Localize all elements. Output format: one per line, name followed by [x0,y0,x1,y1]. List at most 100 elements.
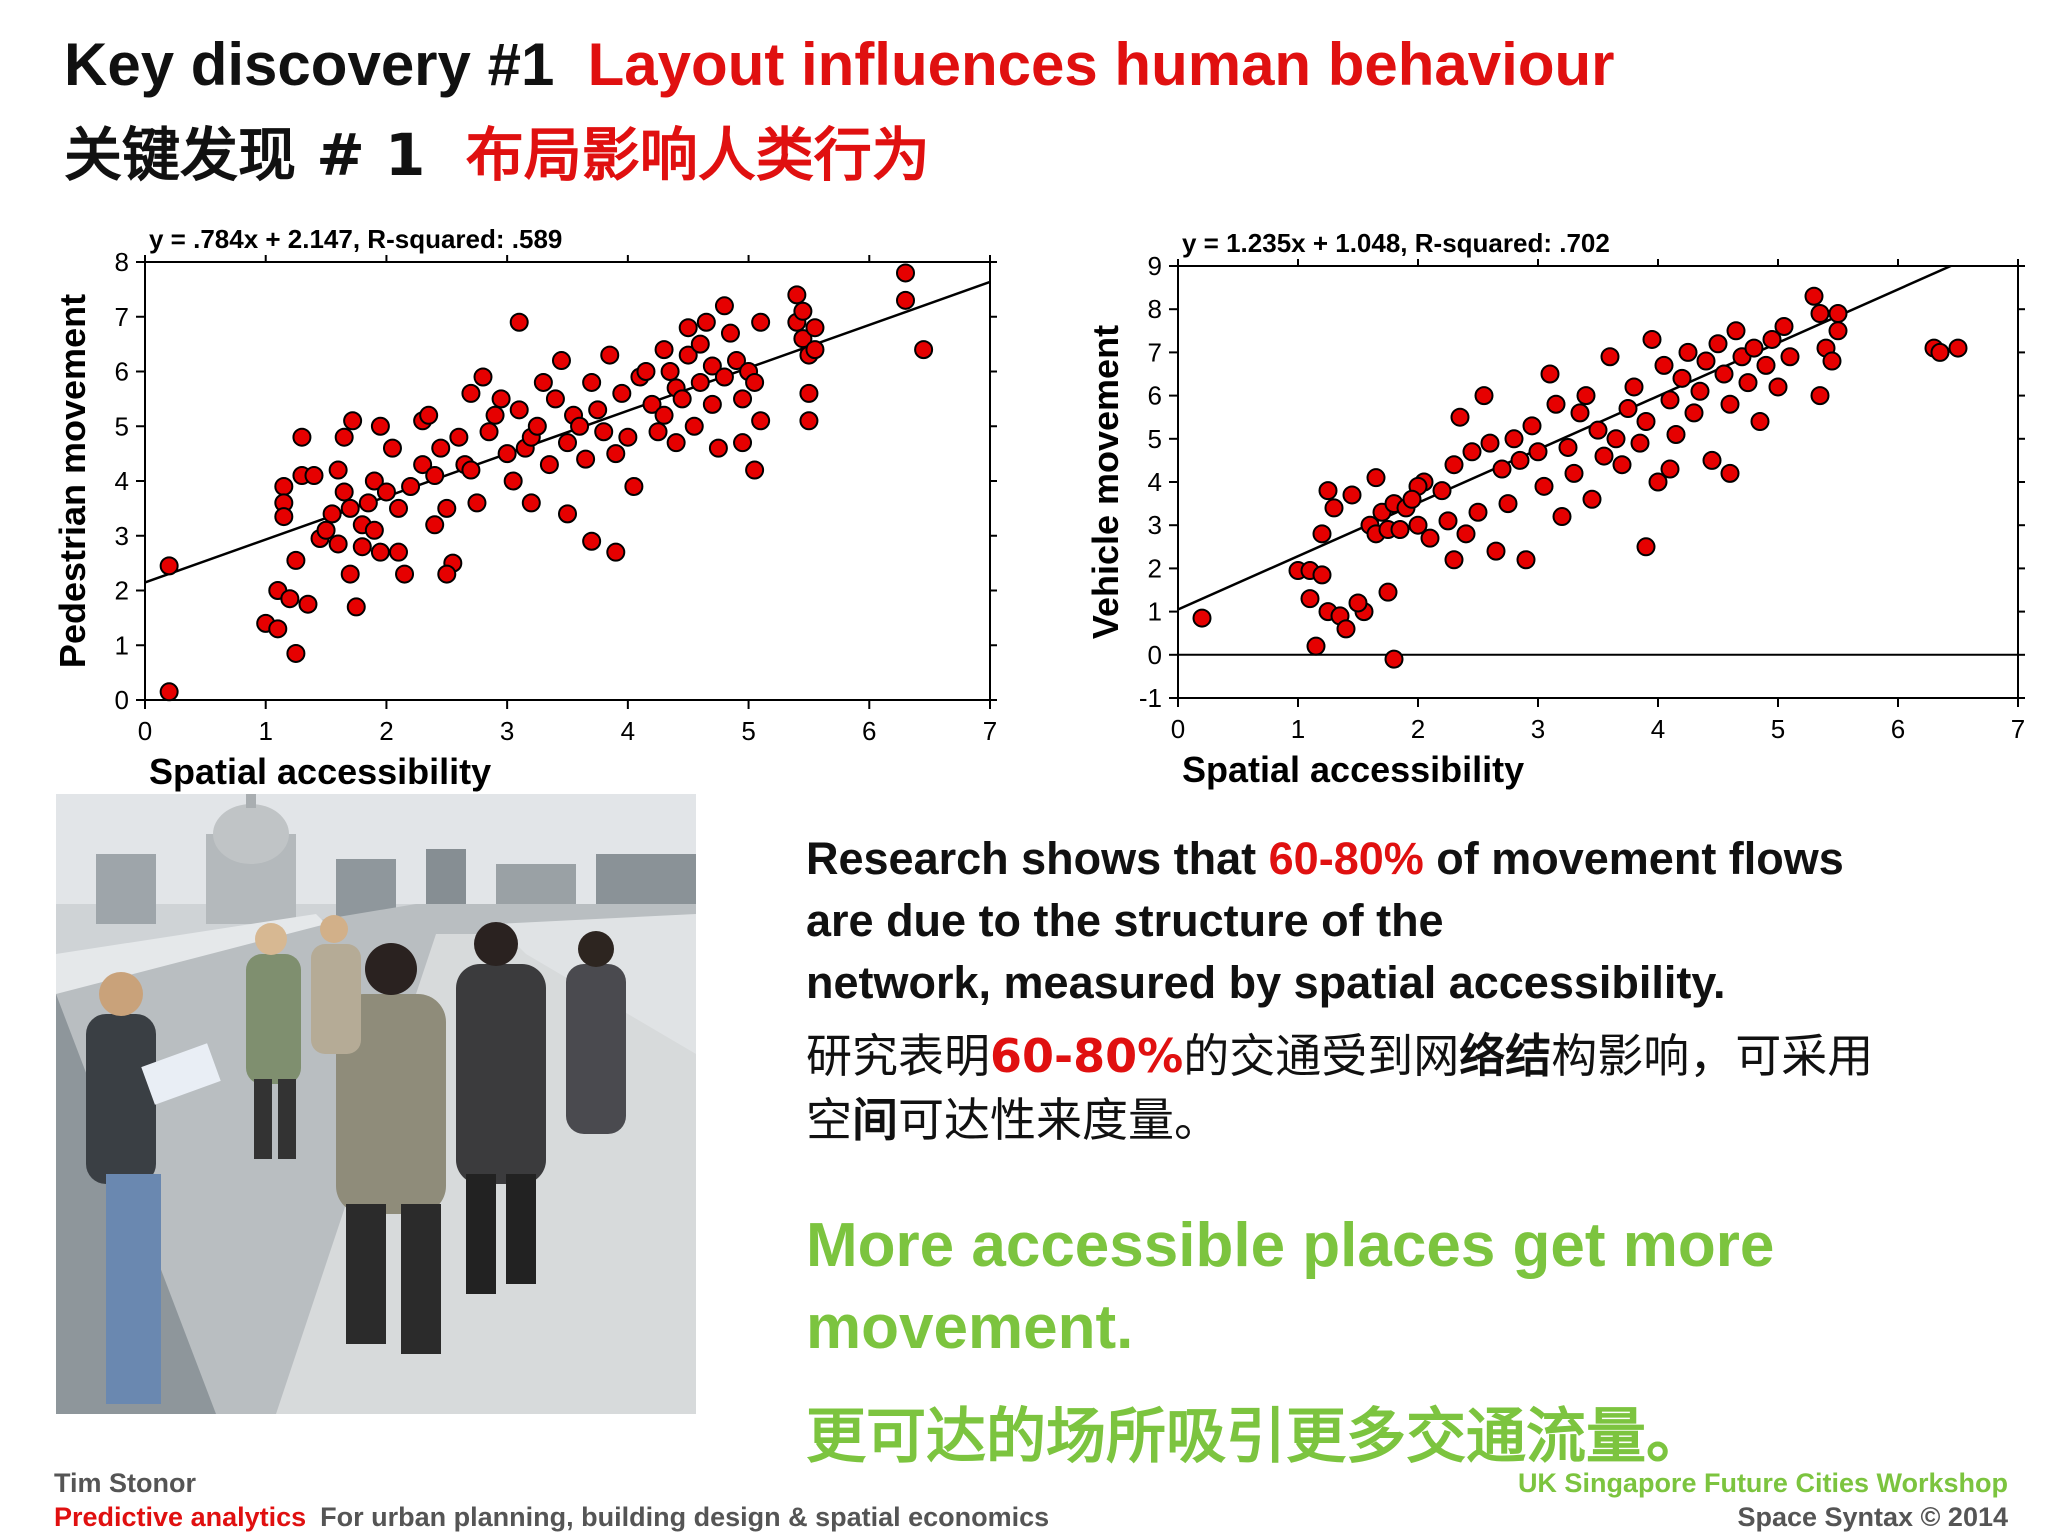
data-point [1660,390,1680,410]
data-point [1504,429,1524,449]
data-point [527,416,547,436]
data-point [690,334,710,354]
y-tick-label: 1 [1148,597,1162,627]
data-point [612,383,632,403]
research-zh-percentage: 60-80% [990,1029,1184,1083]
data-point [672,389,692,409]
data-point [714,367,734,387]
x-tick-label: 3 [500,716,514,746]
conclusion-line-1: More accessible places get more [806,1211,1775,1280]
y-tick-label: 5 [115,411,129,441]
data-point [702,356,722,376]
chart-vehicle: 0 1 2 3 4 5 6 7 -1 0 1 2 3 4 5 6 7 8 9 y = 1.235x + 1.048, … [1085,228,2025,790]
data-point [389,498,408,518]
x-axis-label: Spatial accessibility [1182,749,1524,790]
data-point [159,682,179,702]
y-tick-label: 4 [115,466,129,496]
y-tick-label: 2 [115,576,129,606]
y-tick-label: 8 [1148,294,1162,324]
y-tick-label: 0 [115,685,129,715]
data-point [618,427,638,447]
data-point [479,422,499,442]
data-point [1726,321,1746,341]
data-point [1648,472,1668,492]
data-point [558,433,577,453]
data-point [576,449,596,469]
data-point [600,345,620,365]
data-point [570,416,590,436]
x-tick-label: 0 [1171,714,1185,744]
data-point [799,411,819,431]
data-point [751,411,771,431]
bridge-photo-illustration [56,794,696,1414]
data-point [1654,355,1674,375]
data-point [413,455,433,475]
title-prefix: Key discovery #1 [64,31,555,98]
data-point [364,471,384,491]
data-point [660,362,680,381]
data-point [340,498,360,518]
x-tick-label: 2 [1411,714,1425,744]
data-point [352,537,372,557]
data-point [678,345,698,365]
data-point [1828,304,1848,324]
data-point [654,405,674,425]
data-point [1768,377,1788,397]
data-point [286,643,306,663]
research-line-3: network, measured by spatial accessibili… [806,957,1726,1008]
data-point [588,400,608,420]
y-tick-label: 1 [115,630,129,660]
data-point [545,389,565,409]
data-point [582,372,602,392]
y-axis-label: Vehicle movement [1085,325,1126,639]
data-point [1810,304,1830,324]
data-point [582,531,602,551]
data-point [334,482,354,502]
data-point [292,427,312,447]
data-point [437,564,457,584]
y-tick-label: 2 [1148,553,1162,583]
data-point [690,372,710,392]
data-point [1516,550,1536,570]
data-point [425,466,445,486]
data-point [1378,582,1398,602]
data-point [1384,649,1404,669]
footer-product-description: For urban planning, building design & sp… [320,1502,1050,1532]
data-point [497,444,517,464]
title-english: Key discovery #1 Layout influences human… [64,30,1614,99]
y-tick-label: 7 [115,302,129,332]
research-text-chinese: 研究表明60-80%的交通受到网络结构影响，可采用 空间可达性来度量。 [806,1024,1873,1152]
data-point [1342,485,1362,505]
data-point [1600,347,1620,367]
data-point [805,340,825,360]
data-point [1300,589,1320,609]
data-point [1636,537,1656,557]
data-point [1612,455,1632,475]
data-point [503,471,523,491]
data-point [648,422,668,442]
y-axis-label: Pedestrian movement [52,294,93,668]
data-point [1432,481,1452,501]
data-point [1492,459,1512,479]
data-point [280,589,300,609]
y-tick-label: 0 [1148,640,1162,670]
data-point [1762,329,1782,349]
data-point [322,504,342,524]
y-tick-label: 6 [115,357,129,387]
data-point [461,383,481,403]
data-point [1570,403,1590,423]
data-point [558,504,577,524]
title-zh-prefix: 关键发现 # 1 [64,121,426,189]
data-point [1348,593,1368,613]
data-point [793,301,813,321]
data-point [733,433,753,453]
data-point [328,534,348,554]
data-point [642,394,662,414]
data-point [346,597,366,617]
data-point [708,438,728,458]
data-point [1810,386,1830,406]
data-point [1306,636,1326,656]
data-point [606,444,626,464]
data-point [1408,515,1428,535]
data-point [1738,373,1758,393]
